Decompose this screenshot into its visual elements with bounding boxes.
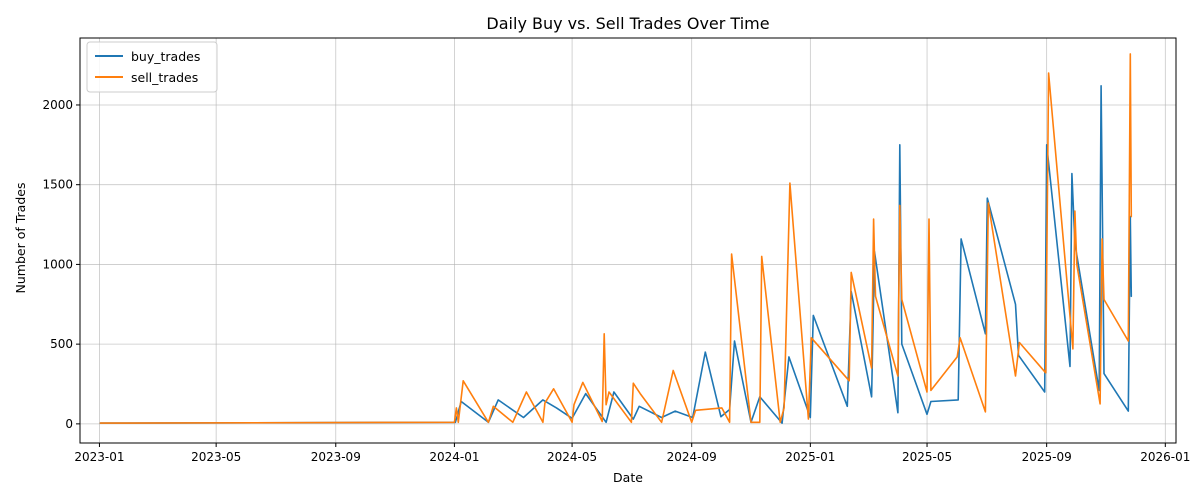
- x-tick-label: 2025-09: [1022, 450, 1072, 464]
- y-tick-label: 1000: [42, 257, 73, 271]
- x-tick-label: 2023-09: [311, 450, 361, 464]
- y-tick-label: 1500: [42, 178, 73, 192]
- x-tick-label: 2024-01: [429, 450, 479, 464]
- x-axis-ticks: 2023-01 2023-05 2023-09 2024-01 2024-05 2024-…: [74, 443, 1190, 464]
- x-tick-label: 2023-01: [74, 450, 124, 464]
- x-tick-label: 2023-05: [191, 450, 241, 464]
- series-line-sell-trades: [99, 53, 1133, 424]
- plot-area-frame: [79, 37, 1177, 444]
- y-tick-label: 500: [50, 337, 73, 351]
- chart-title: Daily Buy vs. Sell Trades Over Time: [486, 14, 769, 33]
- legend-label-sell-trades: sell_trades: [131, 70, 198, 85]
- y-tick-label: 0: [65, 417, 73, 431]
- x-axis-label: Date: [613, 470, 643, 485]
- grid-lines: [80, 38, 1176, 443]
- y-axis-label: Number of Trades: [13, 183, 28, 294]
- x-tick-label: 2025-01: [785, 450, 835, 464]
- y-axis-ticks: 0 500 1000 1500 2000: [42, 98, 80, 431]
- y-tick-label: 2000: [42, 98, 73, 112]
- x-tick-label: 2024-05: [547, 450, 597, 464]
- x-tick-label: 2024-09: [667, 450, 717, 464]
- series-lines: [99, 53, 1133, 424]
- x-tick-label: 2025-05: [902, 450, 952, 464]
- legend-label-buy-trades: buy_trades: [131, 49, 200, 64]
- legend-box: [86, 41, 218, 93]
- legend: buy_trades sell_trades: [86, 41, 218, 93]
- series-line-buy-trades: [99, 85, 1133, 424]
- x-tick-label: 2026-01: [1140, 450, 1190, 464]
